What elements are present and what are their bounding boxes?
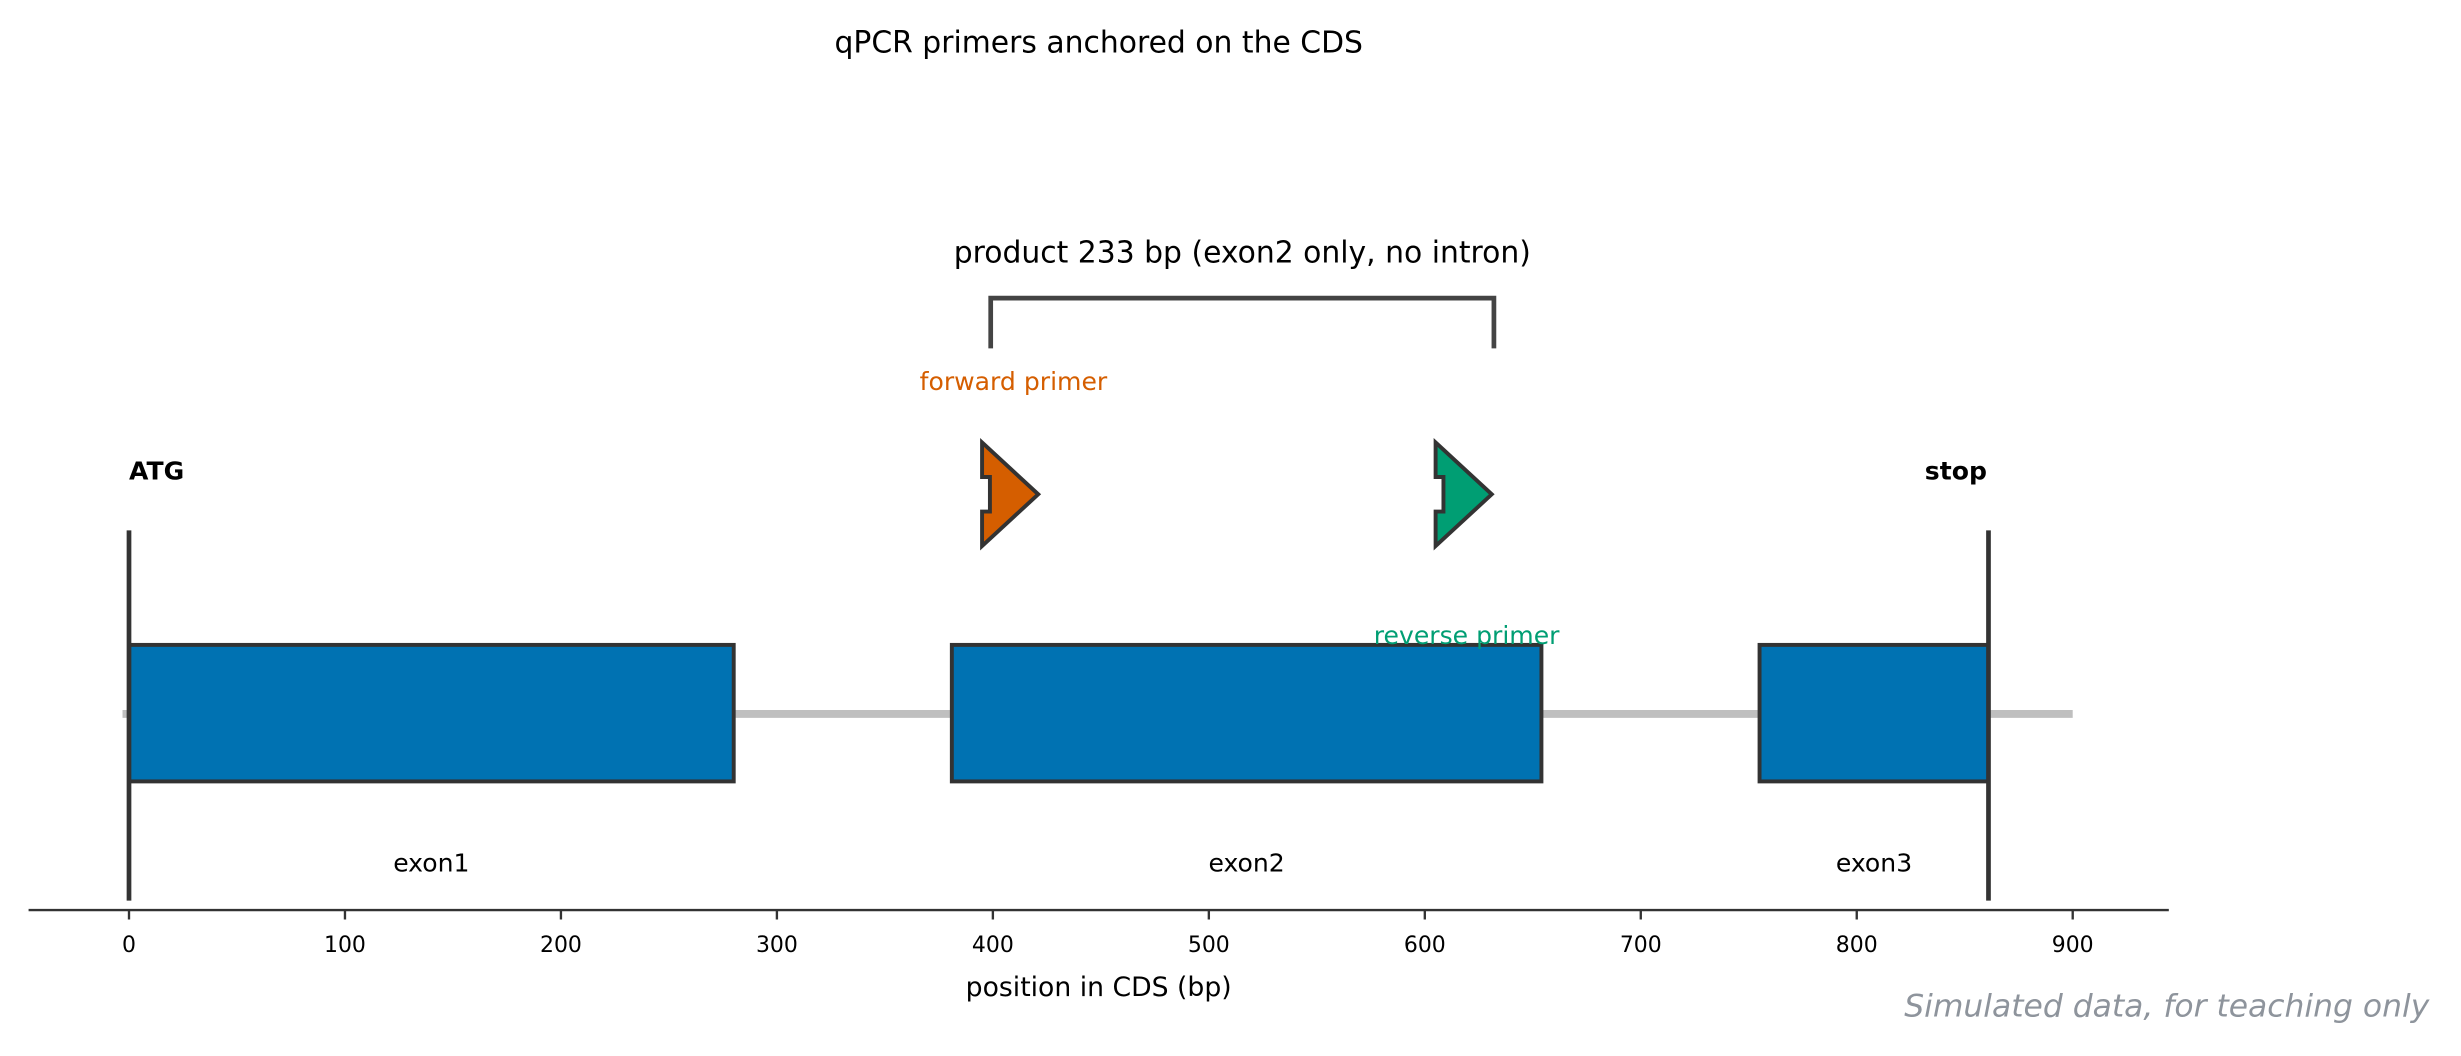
x-axis-label: position in CDS (bp) xyxy=(966,972,1232,1003)
primer-arrow xyxy=(1433,438,1495,551)
marker-label: stop xyxy=(1925,456,1987,485)
exon-label: exon1 xyxy=(393,849,469,878)
x-tick-label: 0 xyxy=(122,933,136,958)
x-tick-label: 500 xyxy=(1188,933,1230,958)
x-tick-label: 100 xyxy=(324,933,366,958)
x-tick-label: 600 xyxy=(1404,933,1446,958)
exon-label: exon2 xyxy=(1208,849,1284,878)
footnote: Simulated data, for teaching only xyxy=(1904,988,2430,1024)
exon xyxy=(1757,642,1991,784)
x-tick-label: 400 xyxy=(972,933,1014,958)
exon xyxy=(127,642,736,784)
exon xyxy=(949,642,1544,784)
x-tick-label: 700 xyxy=(1620,933,1662,958)
chart-title: qPCR primers anchored on the CDS xyxy=(834,25,1362,60)
primer-label: forward primer xyxy=(920,367,1108,396)
x-tick-label: 200 xyxy=(540,933,582,958)
x-tick-label: 900 xyxy=(2052,933,2094,958)
marker-label: ATG xyxy=(129,456,184,485)
x-tick-label: 800 xyxy=(1836,933,1878,958)
x-tick-label: 300 xyxy=(756,933,798,958)
primer-arrow xyxy=(980,438,1042,551)
exon-label: exon3 xyxy=(1836,849,1912,878)
primer-label: reverse primer xyxy=(1374,621,1560,650)
product-bracket xyxy=(988,295,1497,349)
product-label: product 233 bp (exon2 only, no intron) xyxy=(954,236,1531,271)
